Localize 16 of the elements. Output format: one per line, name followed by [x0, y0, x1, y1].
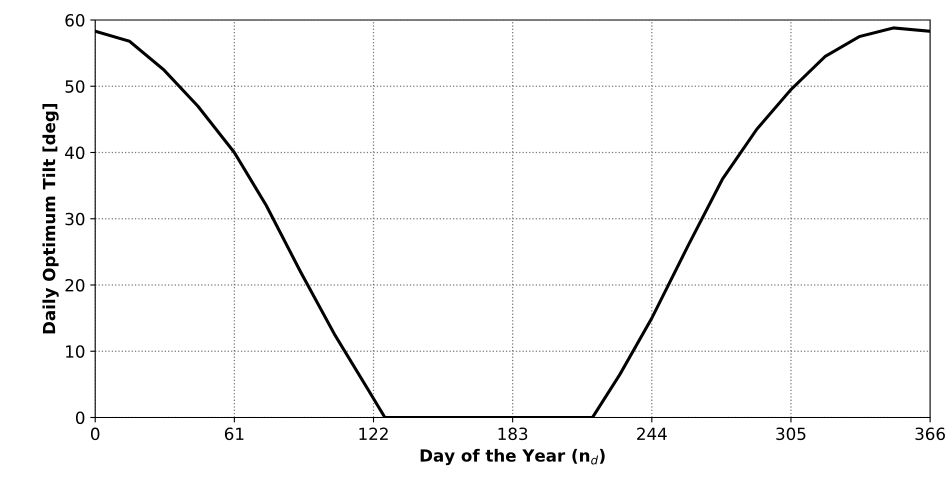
y-tick-label: 20	[65, 278, 84, 292]
x-tick-label: 366	[915, 428, 945, 440]
y-tick-label: 60	[65, 14, 84, 27]
y-tick-label: 30	[66, 212, 84, 226]
x-tick-label: 183	[498, 428, 528, 440]
y-axis-title: Daily Optimum Tilt [deg]	[42, 104, 59, 334]
y-tick-label: 50	[66, 80, 84, 93]
x-axis-title: Day of the Year (n$_{d}$)	[420, 448, 605, 466]
y-tick-label: 40	[65, 146, 84, 160]
x-tick-label: 305	[776, 428, 806, 440]
x-tick-label: 244	[637, 428, 667, 440]
x-tick-label: 0	[90, 428, 100, 440]
y-tick-label: 10	[66, 345, 84, 358]
x-tick-label: 61	[224, 428, 244, 440]
x-tick-label: 122	[359, 428, 388, 440]
y-tick-label: 0	[76, 411, 84, 424]
